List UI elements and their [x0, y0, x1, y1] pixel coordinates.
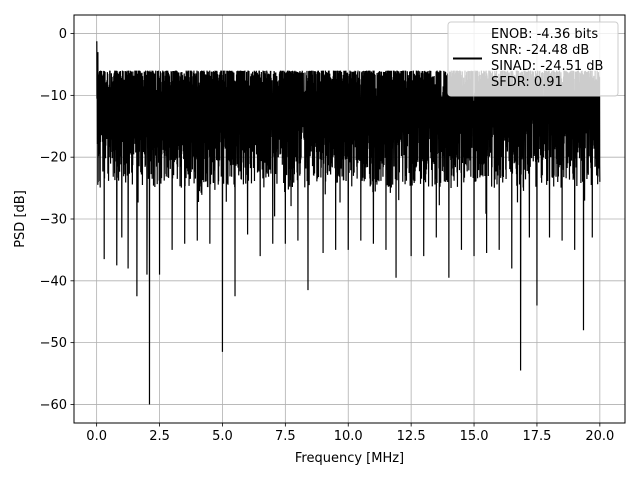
- x-tick-label: 2.5: [149, 429, 170, 444]
- y-axis-label: PSD [dB]: [13, 190, 28, 248]
- legend-label: ENOB: -4.36 bits SNR: -24.48 dB SINAD: -24…: [491, 27, 603, 90]
- x-tick-label: 17.5: [522, 429, 551, 444]
- legend-label-line: SFDR: 0.91: [491, 75, 563, 90]
- legend: ENOB: -4.36 bits SNR: -24.48 dB SINAD: -24…: [447, 21, 619, 97]
- y-tick-label: −60: [40, 398, 67, 413]
- y-tick-label: −50: [40, 336, 67, 351]
- x-tick-label: 15.0: [460, 429, 489, 444]
- x-tick-label: 5.0: [212, 429, 233, 444]
- legend-label-line: ENOB: -4.36 bits: [491, 27, 598, 42]
- legend-label-line: SNR: -24.48 dB: [491, 43, 589, 58]
- x-tick-label: 7.5: [275, 429, 296, 444]
- ticks: 0.0 2.5 5.0 7.5 10.0 12.5 15.0 17.5 20.0 0 −10 −20 −…: [40, 27, 615, 444]
- y-tick-label: −20: [40, 151, 67, 166]
- y-tick-label: 0: [59, 27, 67, 42]
- y-tick-label: −30: [40, 213, 67, 228]
- legend-label-line: SINAD: -24.51 dB: [491, 59, 603, 74]
- x-tick-label: 10.0: [334, 429, 363, 444]
- x-tick-label: 20.0: [585, 429, 614, 444]
- x-axis-label: Frequency [MHz]: [295, 451, 404, 466]
- y-tick-label: −10: [40, 89, 67, 104]
- legend-box: [447, 21, 619, 97]
- x-tick-label: 0.0: [86, 429, 107, 444]
- x-tick-label: 12.5: [397, 429, 426, 444]
- y-tick-label: −40: [40, 274, 67, 289]
